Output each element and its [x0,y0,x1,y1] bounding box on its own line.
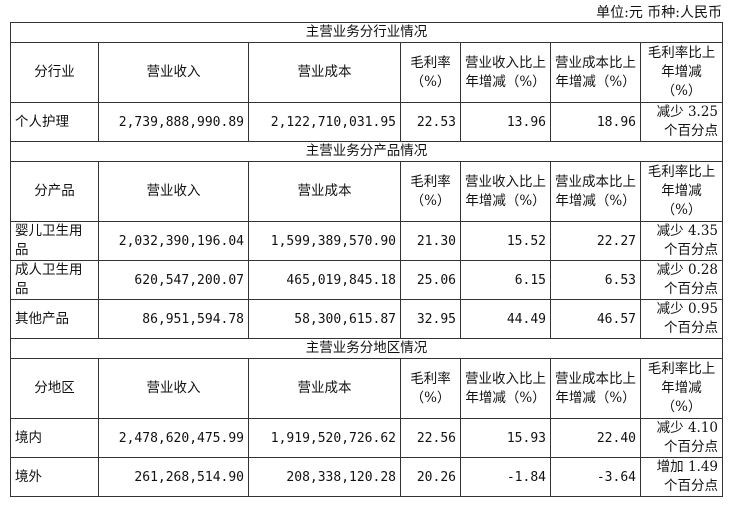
column-header: 营业收入比上年增减（%） [460,161,551,222]
unit-currency-note: 单位:元 币种:人民币 [596,5,722,21]
table-row: 境内 2,478,620,475.99 1,919,520,726.62 22.56 1… [10,418,724,458]
header-row: 分行业 营业收入 营业成本 毛利率（%） 营业收入比上年增减（%） 营业成本比上年增减（%… [10,42,724,103]
cell-cost: 1,919,520,726.62 [248,418,401,458]
table-row: 个人护理 2,739,888,990.89 2,122,710,031.95 22.5… [10,102,724,142]
header-row: 分地区 营业收入 营业成本 毛利率（%） 营业收入比上年增减（%） 营业成本比上年增减（%… [10,358,724,419]
section-title: 主营业务分产品情况 [9,141,724,162]
cell-revenue: 2,032,390,196.04 [98,221,249,261]
cell-revenue: 261,268,514.90 [98,457,249,497]
section-title-row: 主营业务分地区情况 [9,338,724,359]
cell-margin-change: 增加 1.49 个百分点 [639,457,724,497]
column-header: 毛利率（%） [400,358,461,419]
column-header: 毛利率比上年增减（%） [639,358,724,419]
row-label: 其他产品 [10,299,99,339]
main-business-table: 主营业务分行业情况 分行业 营业收入 营业成本 毛利率（%） 营业收入比上年增减（%） 营业… [9,22,724,497]
column-header: 营业收入 [98,42,249,103]
cell-margin-change: 减少 4.10 个百分点 [639,418,724,458]
cell-margin-change: 减少 3.25 个百分点 [639,102,724,142]
cell-margin: 25.06 [400,260,461,300]
column-header: 营业成本比上年增减（%） [550,358,641,419]
column-header: 营业收入比上年增减（%） [460,42,551,103]
column-header: 营业成本 [248,42,401,103]
section-title: 主营业务分行业情况 [9,22,724,43]
cell-cost: 58,300,615.87 [248,299,401,339]
cell-margin: 20.26 [400,457,461,497]
column-header: 分产品 [10,161,99,222]
column-header: 营业成本 [248,161,401,222]
section-title-row: 主营业务分行业情况 [9,22,724,43]
table-row: 其他产品 86,951,594.78 58,300,615.87 32.95 44.49… [10,299,724,339]
cell-cost-chg: 6.53 [550,260,641,300]
column-header: 营业成本比上年增减（%） [550,42,641,103]
cell-margin-change: 减少 4.35 个百分点 [639,221,724,261]
table-row: 成人卫生用品 620,547,200.07 465,019,845.18 25.06 6… [10,260,724,300]
row-label: 境外 [10,457,99,497]
column-header: 营业收入 [98,358,249,419]
cell-cost: 1,599,389,570.90 [248,221,401,261]
row-label: 个人护理 [10,102,99,142]
cell-rev-chg: 13.96 [460,102,551,142]
cell-cost: 2,122,710,031.95 [248,102,401,142]
row-label: 成人卫生用品 [10,260,99,300]
cell-cost-chg: -3.64 [550,457,641,497]
cell-margin: 21.30 [400,221,461,261]
column-header: 毛利率比上年增减（%） [639,161,724,222]
column-header: 营业收入 [98,161,249,222]
table-row: 婴儿卫生用品 2,032,390,196.04 1,599,389,570.90 21… [10,221,724,261]
column-header: 营业成本 [248,358,401,419]
cell-margin-change: 减少 0.28 个百分点 [639,260,724,300]
cell-margin: 22.56 [400,418,461,458]
header-row: 分产品 营业收入 营业成本 毛利率（%） 营业收入比上年增减（%） 营业成本比上年增减（%… [10,161,724,222]
section-title-row: 主营业务分产品情况 [9,141,724,162]
column-header: 毛利率（%） [400,42,461,103]
cell-cost: 465,019,845.18 [248,260,401,300]
cell-cost-chg: 46.57 [550,299,641,339]
table-row: 境外 261,268,514.90 208,338,120.28 20.26 -1.84… [10,457,724,497]
cell-cost-chg: 22.40 [550,418,641,458]
cell-margin-change: 减少 0.95 个百分点 [639,299,724,339]
cell-margin: 32.95 [400,299,461,339]
column-header: 营业成本比上年增减（%） [550,161,641,222]
cell-rev-chg: 15.52 [460,221,551,261]
cell-cost: 208,338,120.28 [248,457,401,497]
column-header: 分行业 [10,42,99,103]
section-title: 主营业务分地区情况 [9,338,724,359]
column-header: 分地区 [10,358,99,419]
column-header: 营业收入比上年增减（%） [460,358,551,419]
cell-margin: 22.53 [400,102,461,142]
row-label: 境内 [10,418,99,458]
cell-rev-chg: 6.15 [460,260,551,300]
cell-rev-chg: 44.49 [460,299,551,339]
cell-rev-chg: -1.84 [460,457,551,497]
cell-revenue: 86,951,594.78 [98,299,249,339]
cell-revenue: 620,547,200.07 [98,260,249,300]
cell-rev-chg: 15.93 [460,418,551,458]
row-label: 婴儿卫生用品 [10,221,99,261]
cell-cost-chg: 22.27 [550,221,641,261]
cell-revenue: 2,739,888,990.89 [98,102,249,142]
cell-cost-chg: 18.96 [550,102,641,142]
column-header: 毛利率（%） [400,161,461,222]
column-header: 毛利率比上年增减（%） [639,42,724,103]
cell-revenue: 2,478,620,475.99 [98,418,249,458]
